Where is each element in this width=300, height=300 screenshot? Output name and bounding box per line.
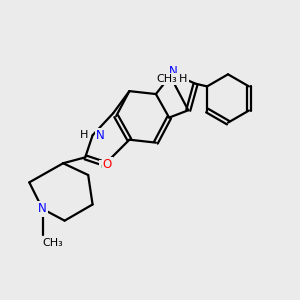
- Text: CH₃: CH₃: [43, 238, 63, 248]
- Text: H: H: [179, 74, 188, 84]
- Text: N: N: [169, 65, 178, 79]
- Text: Cl: Cl: [100, 161, 112, 174]
- Text: N: N: [96, 129, 105, 142]
- Text: N: N: [38, 202, 47, 215]
- Text: O: O: [103, 158, 112, 171]
- Text: CH₃: CH₃: [156, 74, 177, 84]
- Text: H: H: [80, 130, 88, 140]
